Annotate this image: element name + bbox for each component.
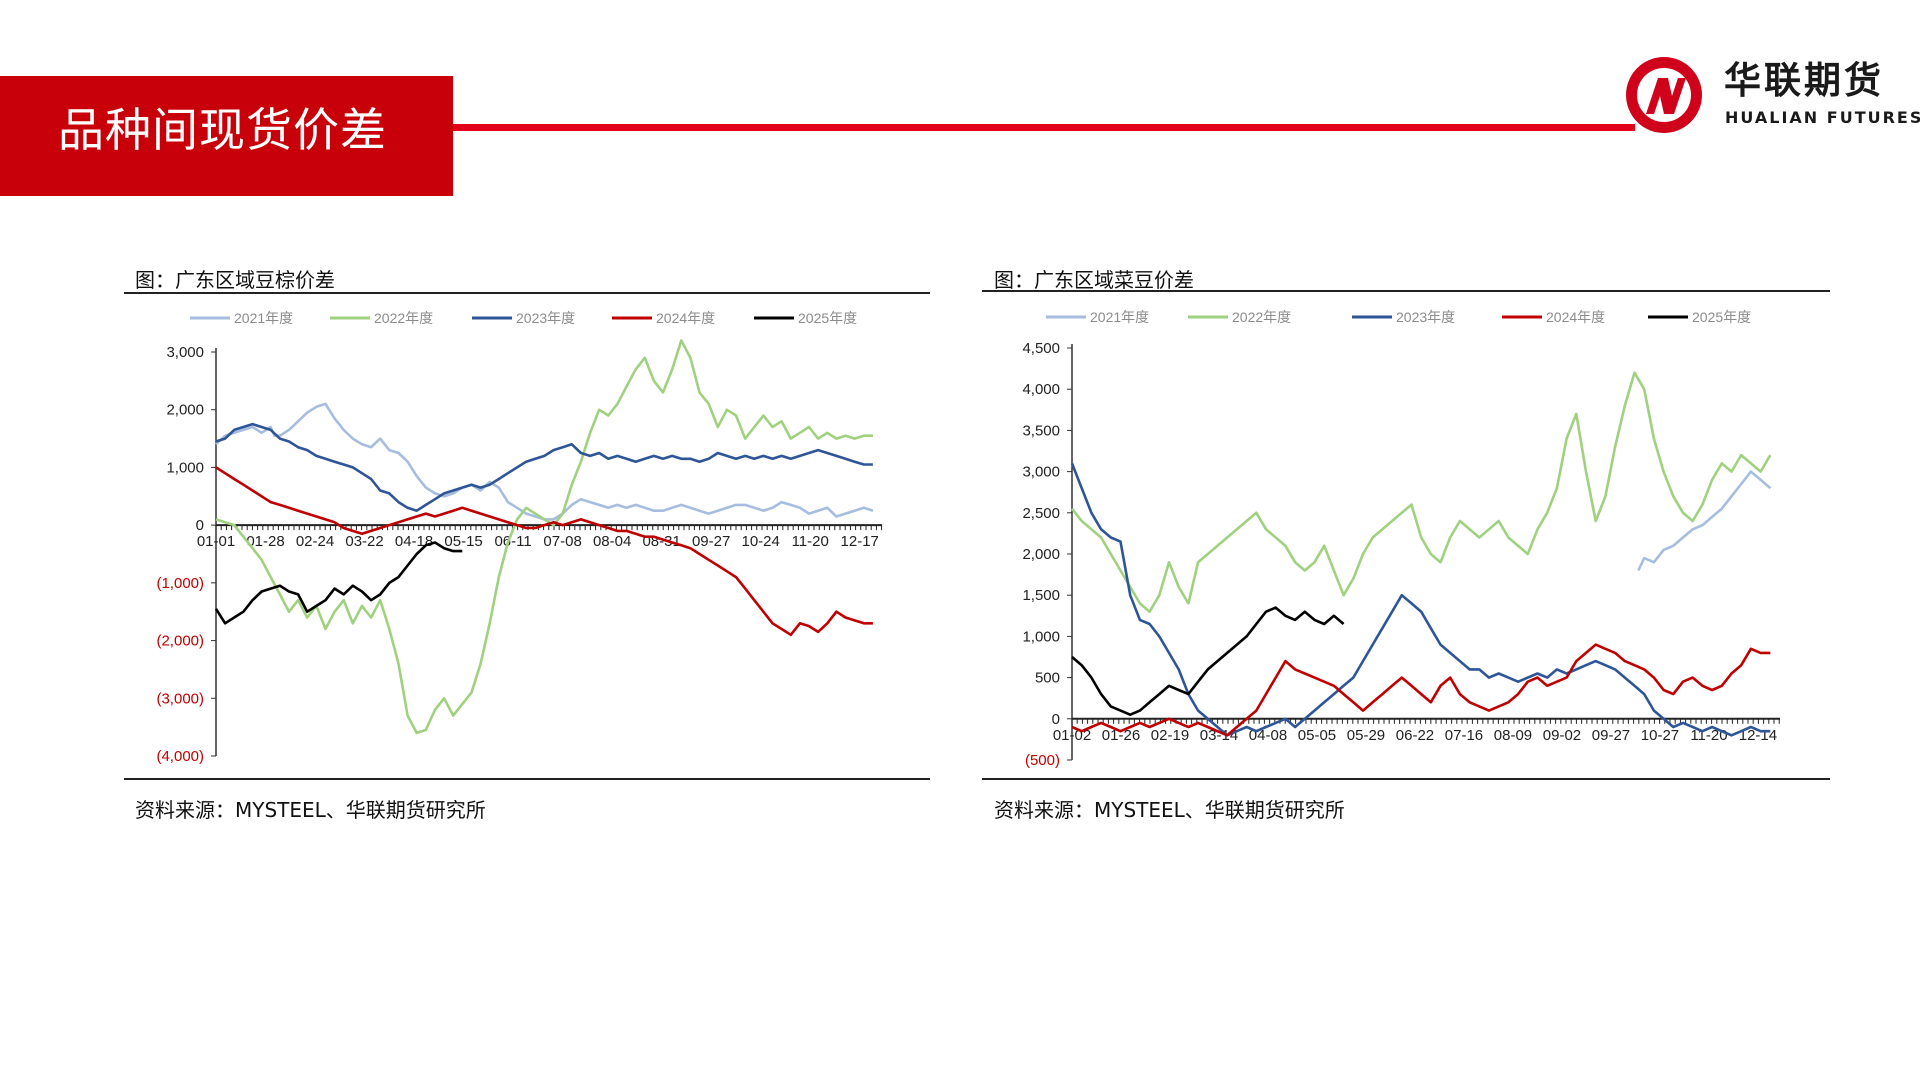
x-axis-ticks	[215, 525, 883, 531]
chart-1-source: 资料来源：MYSTEEL、华联期货研究所	[135, 798, 486, 822]
legend-label: 2021年度	[234, 310, 293, 326]
x-tick-label: 05-29	[1347, 727, 1385, 744]
x-tick-label: 10-24	[741, 533, 779, 550]
x-tick-label: 07-16	[1445, 727, 1483, 744]
x-tick-label: 06-11	[494, 533, 531, 550]
y-tick-label: (3,000)	[156, 690, 204, 707]
legend-label: 2023年度	[1396, 309, 1455, 325]
y-tick-label: (1,000)	[156, 575, 204, 592]
x-tick-label: 08-04	[593, 533, 631, 550]
chart-2-source: 资料来源：MYSTEEL、华联期货研究所	[994, 798, 1345, 822]
x-tick-label: 02-24	[296, 533, 334, 550]
x-axis-ticks	[1071, 718, 1780, 724]
y-tick-label: 0	[1052, 711, 1060, 728]
series-line	[1070, 371, 1772, 614]
y-tick-label: 1,500	[1022, 587, 1060, 604]
logo-mark-icon	[1626, 57, 1702, 133]
x-tick-label: 05-15	[444, 533, 482, 550]
y-tick-label: 4,500	[1022, 340, 1060, 357]
series-line	[1637, 470, 1772, 572]
y-tick-label: 3,000	[1022, 464, 1060, 481]
chart-1-title: 图：广东区域豆棕价差	[135, 268, 335, 292]
chart-2-plot: 2021年度 2022年度 2023年度 2024年度 2025年度 4,500 4,000…	[1022, 309, 1780, 769]
legend-label: 2025年度	[798, 310, 857, 326]
y-tick-label: 3,500	[1022, 422, 1060, 439]
series-line	[215, 466, 873, 637]
series-line	[214, 541, 463, 625]
x-tick-label: 09-02	[1543, 727, 1581, 744]
x-tick-label: 09-27	[692, 533, 730, 550]
page-title: 品种间现货价差	[58, 103, 387, 157]
x-tick-label: 05-05	[1298, 727, 1336, 744]
x-tick-label: 01-26	[1102, 727, 1140, 744]
chart-2-top-rule	[982, 290, 1830, 292]
logo-text-en: HUALIAN FUTURES	[1725, 108, 1920, 127]
legend-label: 2023年度	[516, 310, 575, 326]
y-tick-label: (500)	[1025, 752, 1060, 769]
chart-2-bottom-rule	[982, 778, 1830, 780]
brand-logo: 华联期货 HUALIAN FUTURES	[1620, 50, 1920, 140]
series-line	[215, 422, 873, 512]
x-tick-label: 12-17	[841, 533, 879, 550]
chart-1-top-rule	[124, 292, 930, 294]
x-tick-label: 11-20	[792, 533, 829, 550]
y-tick-label: 4,000	[1022, 381, 1060, 398]
x-tick-label: 09-27	[1592, 727, 1630, 744]
y-tick-label: 2,000	[1022, 546, 1060, 563]
chart-1-plot: 2021年度 2022年度 2023年度 2024年度 2025年度 3,000 2,000…	[156, 310, 883, 765]
x-tick-label: 07-08	[543, 533, 581, 550]
legend-label: 2022年度	[374, 310, 433, 326]
x-tick-label: 06-22	[1396, 727, 1434, 744]
series-line	[215, 339, 873, 735]
y-tick-label: 2,000	[166, 402, 204, 419]
legend-label: 2025年度	[1692, 309, 1751, 325]
series-line	[1071, 606, 1345, 717]
y-tick-label: (4,000)	[156, 748, 204, 765]
x-tick-label: 08-09	[1494, 727, 1532, 744]
x-tick-label: 01-01	[197, 533, 235, 550]
x-tick-label: 03-22	[345, 533, 383, 550]
y-tick-label: (2,000)	[156, 633, 204, 650]
x-tick-label: 02-19	[1151, 727, 1189, 744]
title-banner	[0, 76, 453, 196]
chart-1-bottom-rule	[124, 778, 930, 780]
y-tick-label: 500	[1035, 670, 1060, 687]
logo-text-cn: 华联期货	[1724, 59, 1884, 102]
x-tick-label: 04-18	[395, 533, 433, 550]
x-tick-label: 01-28	[246, 533, 284, 550]
series-line	[1071, 643, 1771, 737]
y-tick-label: 1,000	[166, 459, 204, 476]
x-tick-label: 03-14	[1200, 727, 1238, 744]
legend-label: 2021年度	[1090, 309, 1149, 325]
y-tick-label: 3,000	[166, 344, 204, 361]
title-rule	[453, 124, 1635, 131]
x-tick-label: 10-27	[1641, 727, 1679, 744]
legend-label: 2024年度	[656, 310, 715, 326]
legend-label: 2022年度	[1232, 309, 1291, 325]
y-tick-label: 2,500	[1022, 505, 1060, 522]
legend-label: 2024年度	[1546, 309, 1605, 325]
y-tick-label: 1,000	[1022, 628, 1060, 645]
y-tick-label: 0	[196, 517, 204, 534]
series-line	[215, 402, 874, 521]
chart-2-title: 图：广东区域菜豆价差	[994, 268, 1194, 292]
